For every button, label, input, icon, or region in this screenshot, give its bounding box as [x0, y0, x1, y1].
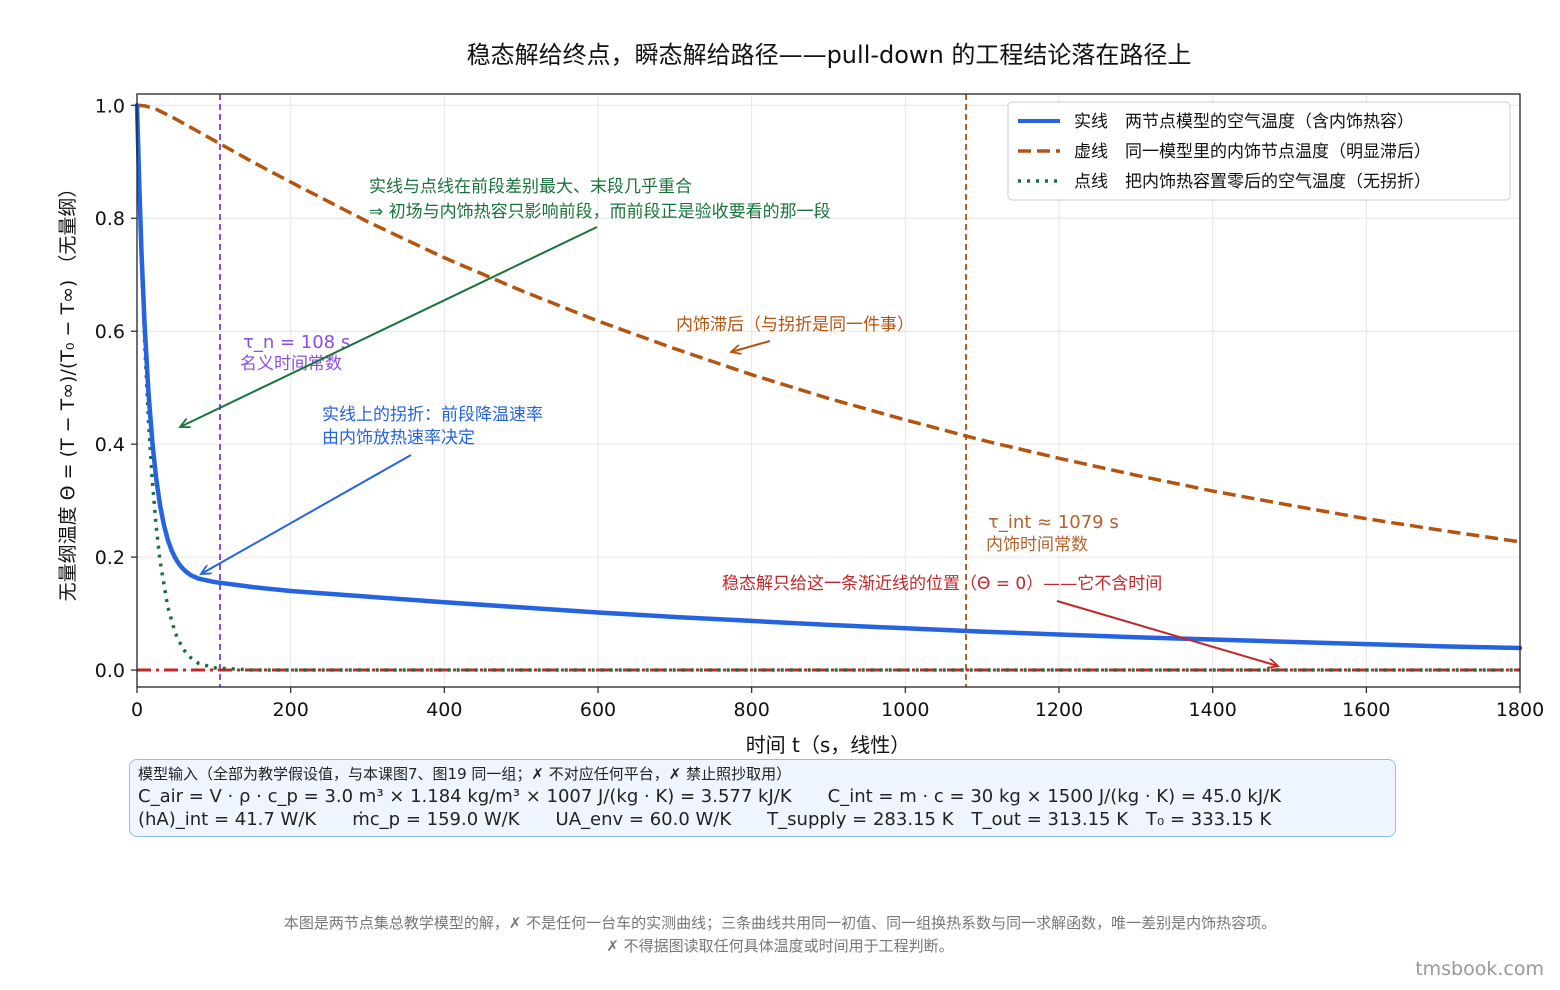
- t-out-value: T_out = 313.15 K: [971, 809, 1129, 830]
- y-tick-label: 0.0: [95, 660, 125, 682]
- y-ticks: 0.0 0.2 0.4 0.6 0.8 1.0: [95, 95, 137, 682]
- model-input-row-2: (hA)_int = 41.7 W/K ṁc_p = 159.0 W/K UA_en…: [138, 808, 1387, 831]
- plot-frame: [136, 93, 1521, 688]
- model-input-box: 模型输入（全部为教学假设值，与本课图7、图19 同一组；✗ 不对应任何平台，✗ …: [129, 759, 1396, 837]
- x-tick-label: 1600: [1342, 699, 1390, 721]
- y-tick-label: 1.0: [95, 95, 125, 117]
- model-input-row-1: C_air = V · ρ · c_p = 3.0 m³ × 1.184 kg/…: [138, 785, 1387, 808]
- y-tick-label: 0.4: [95, 434, 125, 456]
- y-tick-label: 0.6: [95, 321, 125, 343]
- annotation-green-line1: 实线与点线在前段差别最大、末段几乎重合: [369, 177, 692, 197]
- y-tick-label: 0.2: [95, 547, 125, 569]
- x-axis-label: 时间 t（s，线性）: [746, 733, 911, 757]
- c-int-value: C_int = m · c = 30 kg × 1500 J/(kg · K) …: [827, 786, 1282, 807]
- footer-line-1: 本图是两节点集总教学模型的解，✗ 不是任何一台车的实测曲线；三条曲线共用同一初值…: [283, 914, 1277, 932]
- x-tick-label: 400: [426, 699, 462, 721]
- tau-int-caption: 内饰时间常数: [986, 535, 1088, 555]
- legend-label-dashed: 虚线 同一模型里的内饰节点温度（明显滞后）: [1074, 142, 1431, 162]
- footer-line-2: ✗ 不得据图读取任何具体温度或时间用于工程判断。: [606, 937, 954, 955]
- annotation-blue-arrow: [201, 454, 412, 574]
- tau-n-caption: 名义时间常数: [240, 354, 342, 374]
- annotation-blue: 实线上的拐折：前段降温速率 由内饰放热速率决定: [201, 405, 543, 574]
- x-tick-label: 0: [131, 699, 143, 721]
- legend: 实线 两节点模型的空气温度（含内饰热容） 虚线 同一模型里的内饰节点温度（明显滞…: [1007, 101, 1511, 201]
- tau-int-value: τ_int ≈ 1079 s: [988, 512, 1119, 533]
- annotation-red-line1: 稳态解只给这一条渐近线的位置（Θ = 0）——它不含时间: [722, 574, 1162, 594]
- legend-label-dotted: 点线 把内饰热容置零后的空气温度（无拐折）: [1074, 172, 1431, 192]
- y-tick-label: 0.8: [95, 208, 125, 230]
- tau-n-value: τ_n = 108 s: [243, 332, 350, 353]
- model-input-title: 模型输入（全部为教学假设值，与本课图7、图19 同一组；✗ 不对应任何平台，✗ …: [138, 765, 792, 783]
- no-interior-series: [135, 105, 1520, 672]
- reference-lines: [218, 94, 968, 687]
- footer-note: 本图是两节点集总教学模型的解，✗ 不是任何一台车的实测曲线；三条曲线共用同一初值…: [0, 912, 1560, 958]
- x-tick-label: 600: [580, 699, 616, 721]
- x-tick-label: 800: [734, 699, 770, 721]
- annotation-orange-arrow: [731, 340, 771, 352]
- chart: 稳态解给终点，瞬态解给路径——pull-down 的工程结论落在路径上 0 200…: [57, 41, 1544, 757]
- annotation-green-line2: ⇒ 初场与内饰热容只影响前段，而前段正是验收要看的那一段: [369, 202, 831, 222]
- brand-watermark: tmsbook.com: [1415, 958, 1544, 980]
- interior-temp-series: [136, 103, 1521, 544]
- t0-value: T₀ = 333.15 K: [1146, 809, 1272, 830]
- y-axis-label: 无量纲温度 Θ = (T − T∞)/(T₀ − T∞) （无量纲）: [57, 179, 79, 602]
- legend-frame: [1007, 101, 1511, 201]
- x-tick-label: 200: [273, 699, 309, 721]
- x-tick-label: 1800: [1496, 699, 1544, 721]
- annotation-red: 稳态解只给这一条渐近线的位置（Θ = 0）——它不含时间: [722, 574, 1278, 666]
- chart-title: 稳态解给终点，瞬态解给路径——pull-down 的工程结论落在路径上: [467, 41, 1192, 69]
- mcp-value: ṁc_p = 159.0 W/K: [352, 809, 520, 830]
- annotation-green-arrow: [180, 226, 598, 427]
- t-supply-value: T_supply = 283.15 K: [767, 809, 954, 830]
- ua-env-value: UA_env = 60.0 W/K: [555, 809, 732, 830]
- tau-int-label: τ_int ≈ 1079 s 内饰时间常数: [986, 512, 1119, 555]
- series-group: [134, 103, 1523, 672]
- annotation-orange-line1: 内饰滞后（与拐折是同一件事）: [676, 315, 914, 335]
- x-tick-label: 1000: [881, 699, 929, 721]
- annotation-blue-line1: 实线上的拐折：前段降温速率: [322, 405, 543, 425]
- annotation-blue-line2: 由内饰放热速率决定: [322, 428, 475, 448]
- annotation-orange: 内饰滞后（与拐折是同一件事）: [676, 315, 914, 352]
- x-ticks: 0 200 400 600 800 1000 1200 1400 1600 1800: [131, 687, 1544, 721]
- x-tick-label: 1200: [1035, 699, 1083, 721]
- c-air-value: C_air = V · ρ · c_p = 3.0 m³ × 1.184 kg/…: [138, 786, 792, 807]
- annotation-red-arrow: [1056, 600, 1278, 666]
- legend-label-solid: 实线 两节点模型的空气温度（含内饰热容）: [1074, 112, 1414, 132]
- tau-n-label: τ_n = 108 s 名义时间常数: [240, 332, 350, 374]
- ha-int-value: (hA)_int = 41.7 W/K: [138, 809, 317, 830]
- annotation-green: 实线与点线在前段差别最大、末段几乎重合 ⇒ 初场与内饰热容只影响前段，而前段正是…: [180, 177, 831, 427]
- air-temp-series: [134, 103, 1523, 651]
- x-tick-label: 1400: [1188, 699, 1236, 721]
